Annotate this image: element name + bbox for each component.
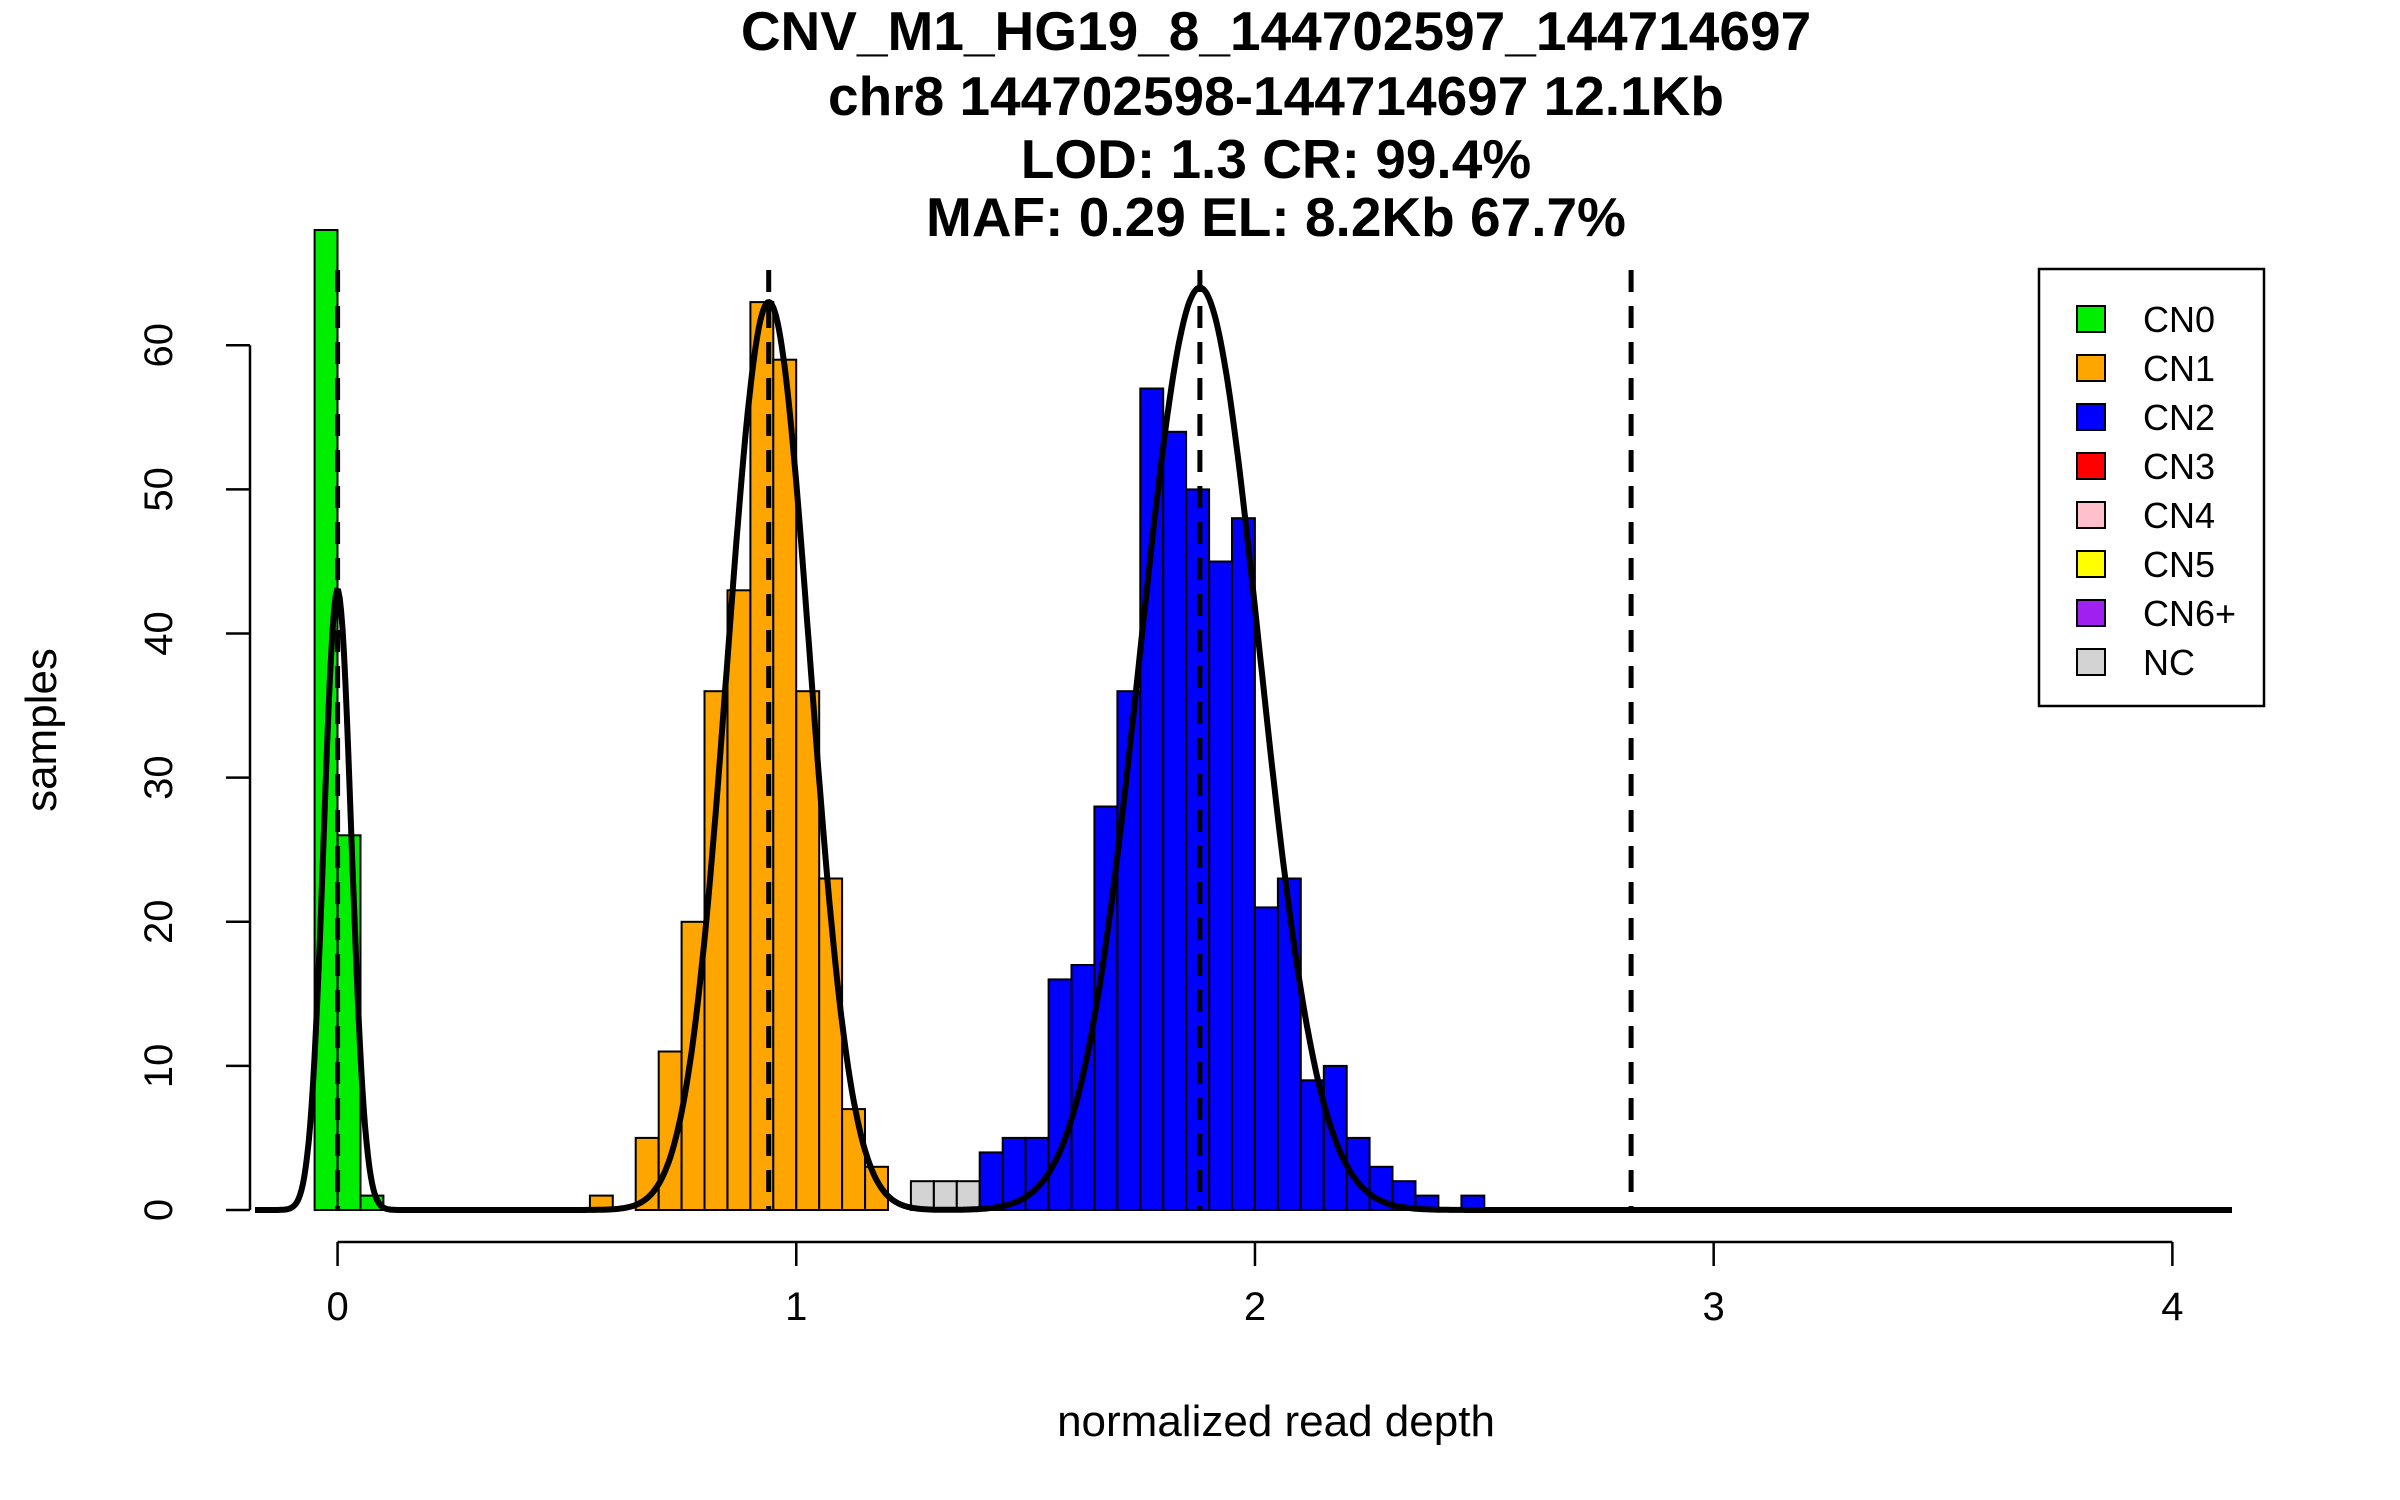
bar-cn1 [703, 690, 729, 1211]
x-axis: 0 1 2 3 4 [326, 1240, 2183, 1329]
mean-lines [335, 270, 1634, 1210]
y-tick-label: 30 [137, 755, 181, 800]
legend-swatch-cn1 [2076, 354, 2106, 382]
legend-label-nc: NC [2143, 642, 2195, 683]
legend-label-cn2: CN2 [2143, 397, 2215, 438]
legend-label-cn1: CN1 [2143, 348, 2215, 389]
bar-cn2 [1139, 387, 1165, 1211]
bar-cn2 [1231, 517, 1256, 1211]
bar-cn1 [772, 358, 798, 1211]
bar-cn1 [864, 1165, 889, 1212]
title-line-1: CNV_M1_HG19_8_144702597_144714697 [741, 0, 1811, 62]
x-tick-label: 0 [326, 1285, 348, 1329]
legend-label-cn5: CN5 [2143, 544, 2215, 585]
y-tick-label: 20 [137, 900, 181, 945]
bar-cn2 [1162, 430, 1188, 1211]
y-tick-label: 0 [137, 1199, 181, 1221]
x-tick-label: 2 [1244, 1285, 1266, 1329]
density-curves [255, 284, 2232, 1213]
chart-title: CNV_M1_HG19_8_144702597_144714697 chr8 1… [741, 0, 1811, 248]
bar-nc [932, 1180, 958, 1211]
legend-items: CN0 CN1 CN2 CN3 CN4 CN5 CN6+ NC [2076, 299, 2236, 683]
legend-swatch-nc [2076, 648, 2106, 676]
legend-swatch-cn4 [2076, 501, 2106, 529]
y-axis: 0 10 20 30 40 50 60 [137, 323, 252, 1221]
legend-swatch-cn6plus [2076, 599, 2106, 627]
x-axis-label: normalized read depth [1057, 1397, 1495, 1446]
title-line-3: LOD: 1.3 CR: 99.4% [1021, 128, 1531, 190]
bar-cn2 [1254, 906, 1279, 1212]
bar-cn2 [978, 1151, 1004, 1212]
x-tick-label: 3 [1703, 1285, 1725, 1329]
bar-cn1 [726, 589, 752, 1211]
bar-cn2 [1208, 560, 1233, 1211]
legend-label-cn6plus: CN6+ [2143, 593, 2236, 634]
bar-cn1 [841, 1108, 866, 1211]
title-line-2: chr8 144702598-144714697 12.1Kb [828, 65, 1724, 127]
bar-cn2 [1047, 978, 1073, 1212]
legend-swatch-cn3 [2076, 452, 2106, 480]
legend-label-cn4: CN4 [2143, 495, 2215, 536]
y-tick-label: 40 [137, 611, 181, 656]
y-tick-label: 50 [137, 467, 181, 512]
bar-nc [955, 1180, 981, 1211]
y-tick-label: 60 [137, 323, 181, 368]
x-tick-label: 4 [2161, 1285, 2183, 1329]
legend-label-cn0: CN0 [2143, 299, 2215, 340]
y-axis-label: samples [17, 648, 66, 812]
legend-swatch-cn5 [2076, 550, 2106, 578]
title-line-4: MAF: 0.29 EL: 8.2Kb 67.7% [926, 186, 1626, 248]
legend-label-cn3: CN3 [2143, 446, 2215, 487]
legend-box [2037, 267, 2266, 708]
legend-swatch-cn0 [2076, 305, 2106, 333]
x-tick-label: 1 [785, 1285, 807, 1329]
density-curve [255, 284, 2232, 1213]
y-tick-label: 10 [137, 1044, 181, 1089]
legend-swatch-cn2 [2076, 403, 2106, 431]
histogram-bars [313, 229, 1486, 1212]
legend: CN0 CN1 CN2 CN3 CN4 CN5 CN6+ NC [2037, 267, 2266, 708]
